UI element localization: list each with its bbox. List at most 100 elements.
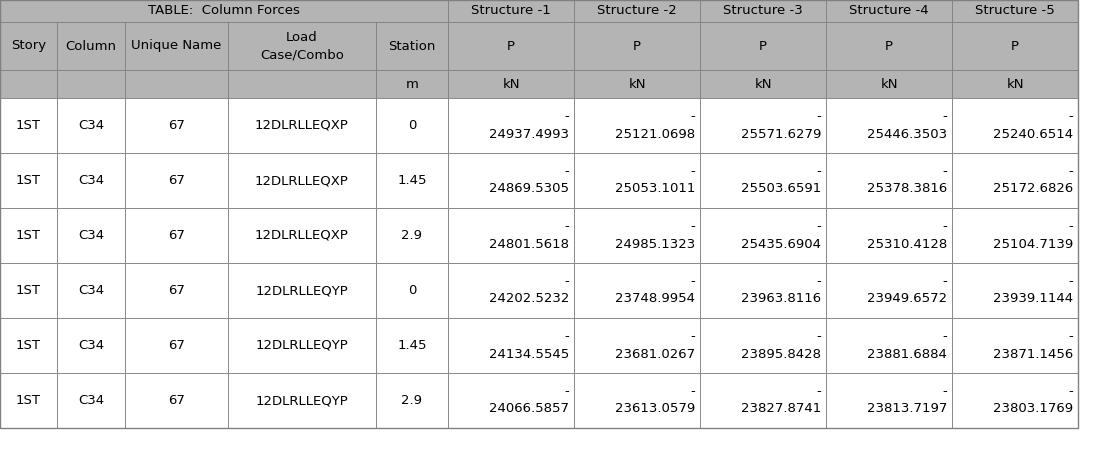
Bar: [826, 70, 953, 98]
Text: 67: 67: [168, 229, 184, 242]
Bar: [228, 373, 376, 428]
Bar: [0, 98, 57, 153]
Bar: [0, 373, 57, 428]
Bar: [0, 22, 57, 70]
Text: Structure -3: Structure -3: [723, 4, 803, 18]
Text: -
23803.1769: - 23803.1769: [993, 386, 1073, 415]
Bar: [0, 318, 57, 373]
Bar: [953, 153, 1078, 208]
Text: -
23871.1456: - 23871.1456: [993, 330, 1073, 360]
Bar: [826, 0, 953, 22]
Bar: [376, 98, 448, 153]
Bar: [953, 22, 1078, 70]
Text: C34: C34: [78, 119, 104, 132]
Text: 67: 67: [168, 174, 184, 187]
Bar: [953, 373, 1078, 428]
Bar: [826, 22, 953, 70]
Bar: [953, 70, 1078, 98]
Bar: [376, 22, 448, 70]
Bar: [700, 70, 826, 98]
Text: 1ST: 1ST: [16, 119, 41, 132]
Bar: [574, 98, 700, 153]
Text: P: P: [759, 40, 767, 53]
Bar: [125, 208, 228, 263]
Text: 0: 0: [408, 119, 416, 132]
Bar: [125, 153, 228, 208]
Text: Station: Station: [388, 40, 436, 53]
Bar: [376, 70, 448, 98]
Text: kN: kN: [880, 77, 898, 90]
Bar: [57, 22, 125, 70]
Text: Unique Name: Unique Name: [131, 40, 221, 53]
Text: -
25503.6591: - 25503.6591: [741, 166, 821, 195]
Text: kN: kN: [502, 77, 520, 90]
Bar: [448, 153, 574, 208]
Bar: [448, 318, 574, 373]
Bar: [574, 70, 700, 98]
Bar: [700, 22, 826, 70]
Text: -
23681.0267: - 23681.0267: [615, 330, 695, 360]
Bar: [448, 208, 574, 263]
Bar: [125, 263, 228, 318]
Text: 12DLRLLEQYP: 12DLRLLEQYP: [256, 339, 349, 352]
Text: 12DLRLLEQYP: 12DLRLLEQYP: [256, 394, 349, 407]
Text: 2.9: 2.9: [401, 394, 423, 407]
Bar: [228, 70, 376, 98]
Bar: [376, 208, 448, 263]
Text: 67: 67: [168, 339, 184, 352]
Bar: [125, 22, 228, 70]
Text: 2.9: 2.9: [401, 229, 423, 242]
Bar: [448, 22, 574, 70]
Bar: [125, 70, 228, 98]
Text: C34: C34: [78, 284, 104, 297]
Bar: [574, 22, 700, 70]
Text: -
23881.6884: - 23881.6884: [868, 330, 947, 360]
Bar: [574, 208, 700, 263]
Text: Structure -1: Structure -1: [471, 4, 551, 18]
Text: -
24937.4993: - 24937.4993: [489, 111, 569, 140]
Bar: [700, 98, 826, 153]
Text: -
25172.6826: - 25172.6826: [993, 166, 1073, 195]
Text: P: P: [885, 40, 893, 53]
Bar: [826, 98, 953, 153]
Bar: [125, 98, 228, 153]
Bar: [574, 0, 700, 22]
Bar: [228, 208, 376, 263]
Bar: [228, 153, 376, 208]
Bar: [448, 70, 574, 98]
Text: -
24869.5305: - 24869.5305: [489, 166, 569, 195]
Bar: [228, 22, 376, 70]
Bar: [700, 373, 826, 428]
Text: 12DLRLLEQYP: 12DLRLLEQYP: [256, 284, 349, 297]
Bar: [700, 0, 826, 22]
Text: Structure -4: Structure -4: [850, 4, 929, 18]
Text: -
24202.5232: - 24202.5232: [489, 275, 569, 306]
Text: 1.45: 1.45: [397, 174, 427, 187]
Text: 0: 0: [408, 284, 416, 297]
Bar: [57, 153, 125, 208]
Bar: [448, 0, 574, 22]
Text: -
23963.8116: - 23963.8116: [741, 275, 821, 306]
Bar: [57, 98, 125, 153]
Text: -
24801.5618: - 24801.5618: [489, 220, 569, 251]
Text: -
23949.6572: - 23949.6572: [866, 275, 947, 306]
Bar: [826, 208, 953, 263]
Text: P: P: [506, 40, 515, 53]
Bar: [0, 153, 57, 208]
Text: C34: C34: [78, 229, 104, 242]
Text: 1.45: 1.45: [397, 339, 427, 352]
Bar: [125, 318, 228, 373]
Text: TABLE:  Column Forces: TABLE: Column Forces: [148, 4, 300, 18]
Text: -
23827.8741: - 23827.8741: [741, 386, 821, 415]
Text: Structure -5: Structure -5: [975, 4, 1055, 18]
Text: -
24066.5857: - 24066.5857: [489, 386, 569, 415]
Bar: [57, 70, 125, 98]
Text: -
24134.5545: - 24134.5545: [489, 330, 569, 360]
Text: 1ST: 1ST: [16, 339, 41, 352]
Text: kN: kN: [755, 77, 771, 90]
Bar: [953, 98, 1078, 153]
Text: -
25446.3503: - 25446.3503: [866, 111, 947, 140]
Text: C34: C34: [78, 174, 104, 187]
Text: Load
Case/Combo: Load Case/Combo: [260, 31, 344, 61]
Bar: [826, 263, 953, 318]
